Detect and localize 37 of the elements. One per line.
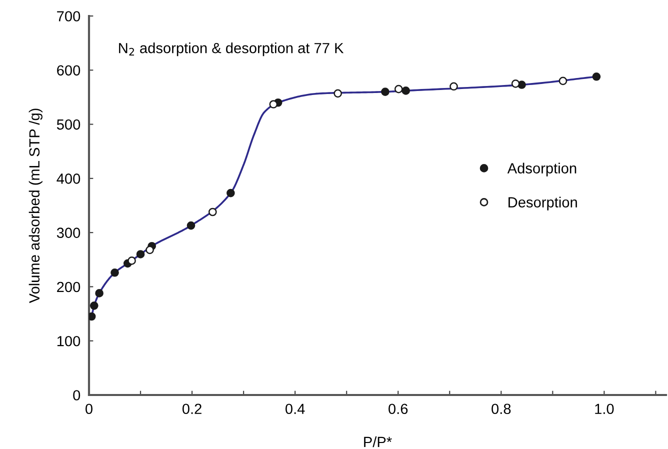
point — [381, 88, 390, 96]
y-tick-label: 100 — [57, 336, 80, 346]
y-tick-label: 400 — [56, 174, 80, 184]
point — [334, 89, 342, 98]
legend-label: Desorption — [508, 196, 577, 210]
x-tick-label: 0.2 — [182, 404, 202, 414]
x-axis-title: P/P* — [364, 436, 392, 448]
y-tick-label: 0 — [73, 390, 80, 400]
annotation: N$_{2}$ adsorption & desorption at 77 K — [119, 42, 344, 56]
y-tick-label: 500 — [56, 119, 80, 130]
x-tick-label: 0.6 — [388, 404, 408, 414]
x-tick-label: 0.8 — [492, 404, 511, 414]
y-tick-label: 300 — [56, 228, 80, 238]
point — [558, 76, 568, 86]
point — [511, 80, 520, 88]
y-tick-label: 200 — [57, 282, 80, 292]
point — [146, 246, 154, 254]
point — [402, 86, 410, 95]
point — [95, 289, 104, 298]
point — [110, 268, 119, 277]
point — [226, 188, 235, 198]
point — [592, 72, 601, 81]
point — [186, 221, 196, 230]
point — [394, 84, 403, 94]
point — [208, 208, 217, 216]
legend-label: Adsorption — [507, 162, 576, 176]
x-tick-label: 0 — [86, 404, 92, 414]
x-tick-label: 1.0 — [595, 404, 614, 414]
point — [136, 250, 145, 258]
x-tick-label: 0.4 — [286, 404, 305, 414]
point — [128, 256, 136, 265]
y-tick-label: 600 — [57, 65, 80, 76]
y-tick-label: 700 — [57, 11, 80, 22]
y-axis-title: Volume adsorbed (mL STP /g) — [28, 108, 42, 304]
point — [450, 82, 458, 91]
point — [269, 100, 278, 108]
point — [90, 302, 98, 310]
